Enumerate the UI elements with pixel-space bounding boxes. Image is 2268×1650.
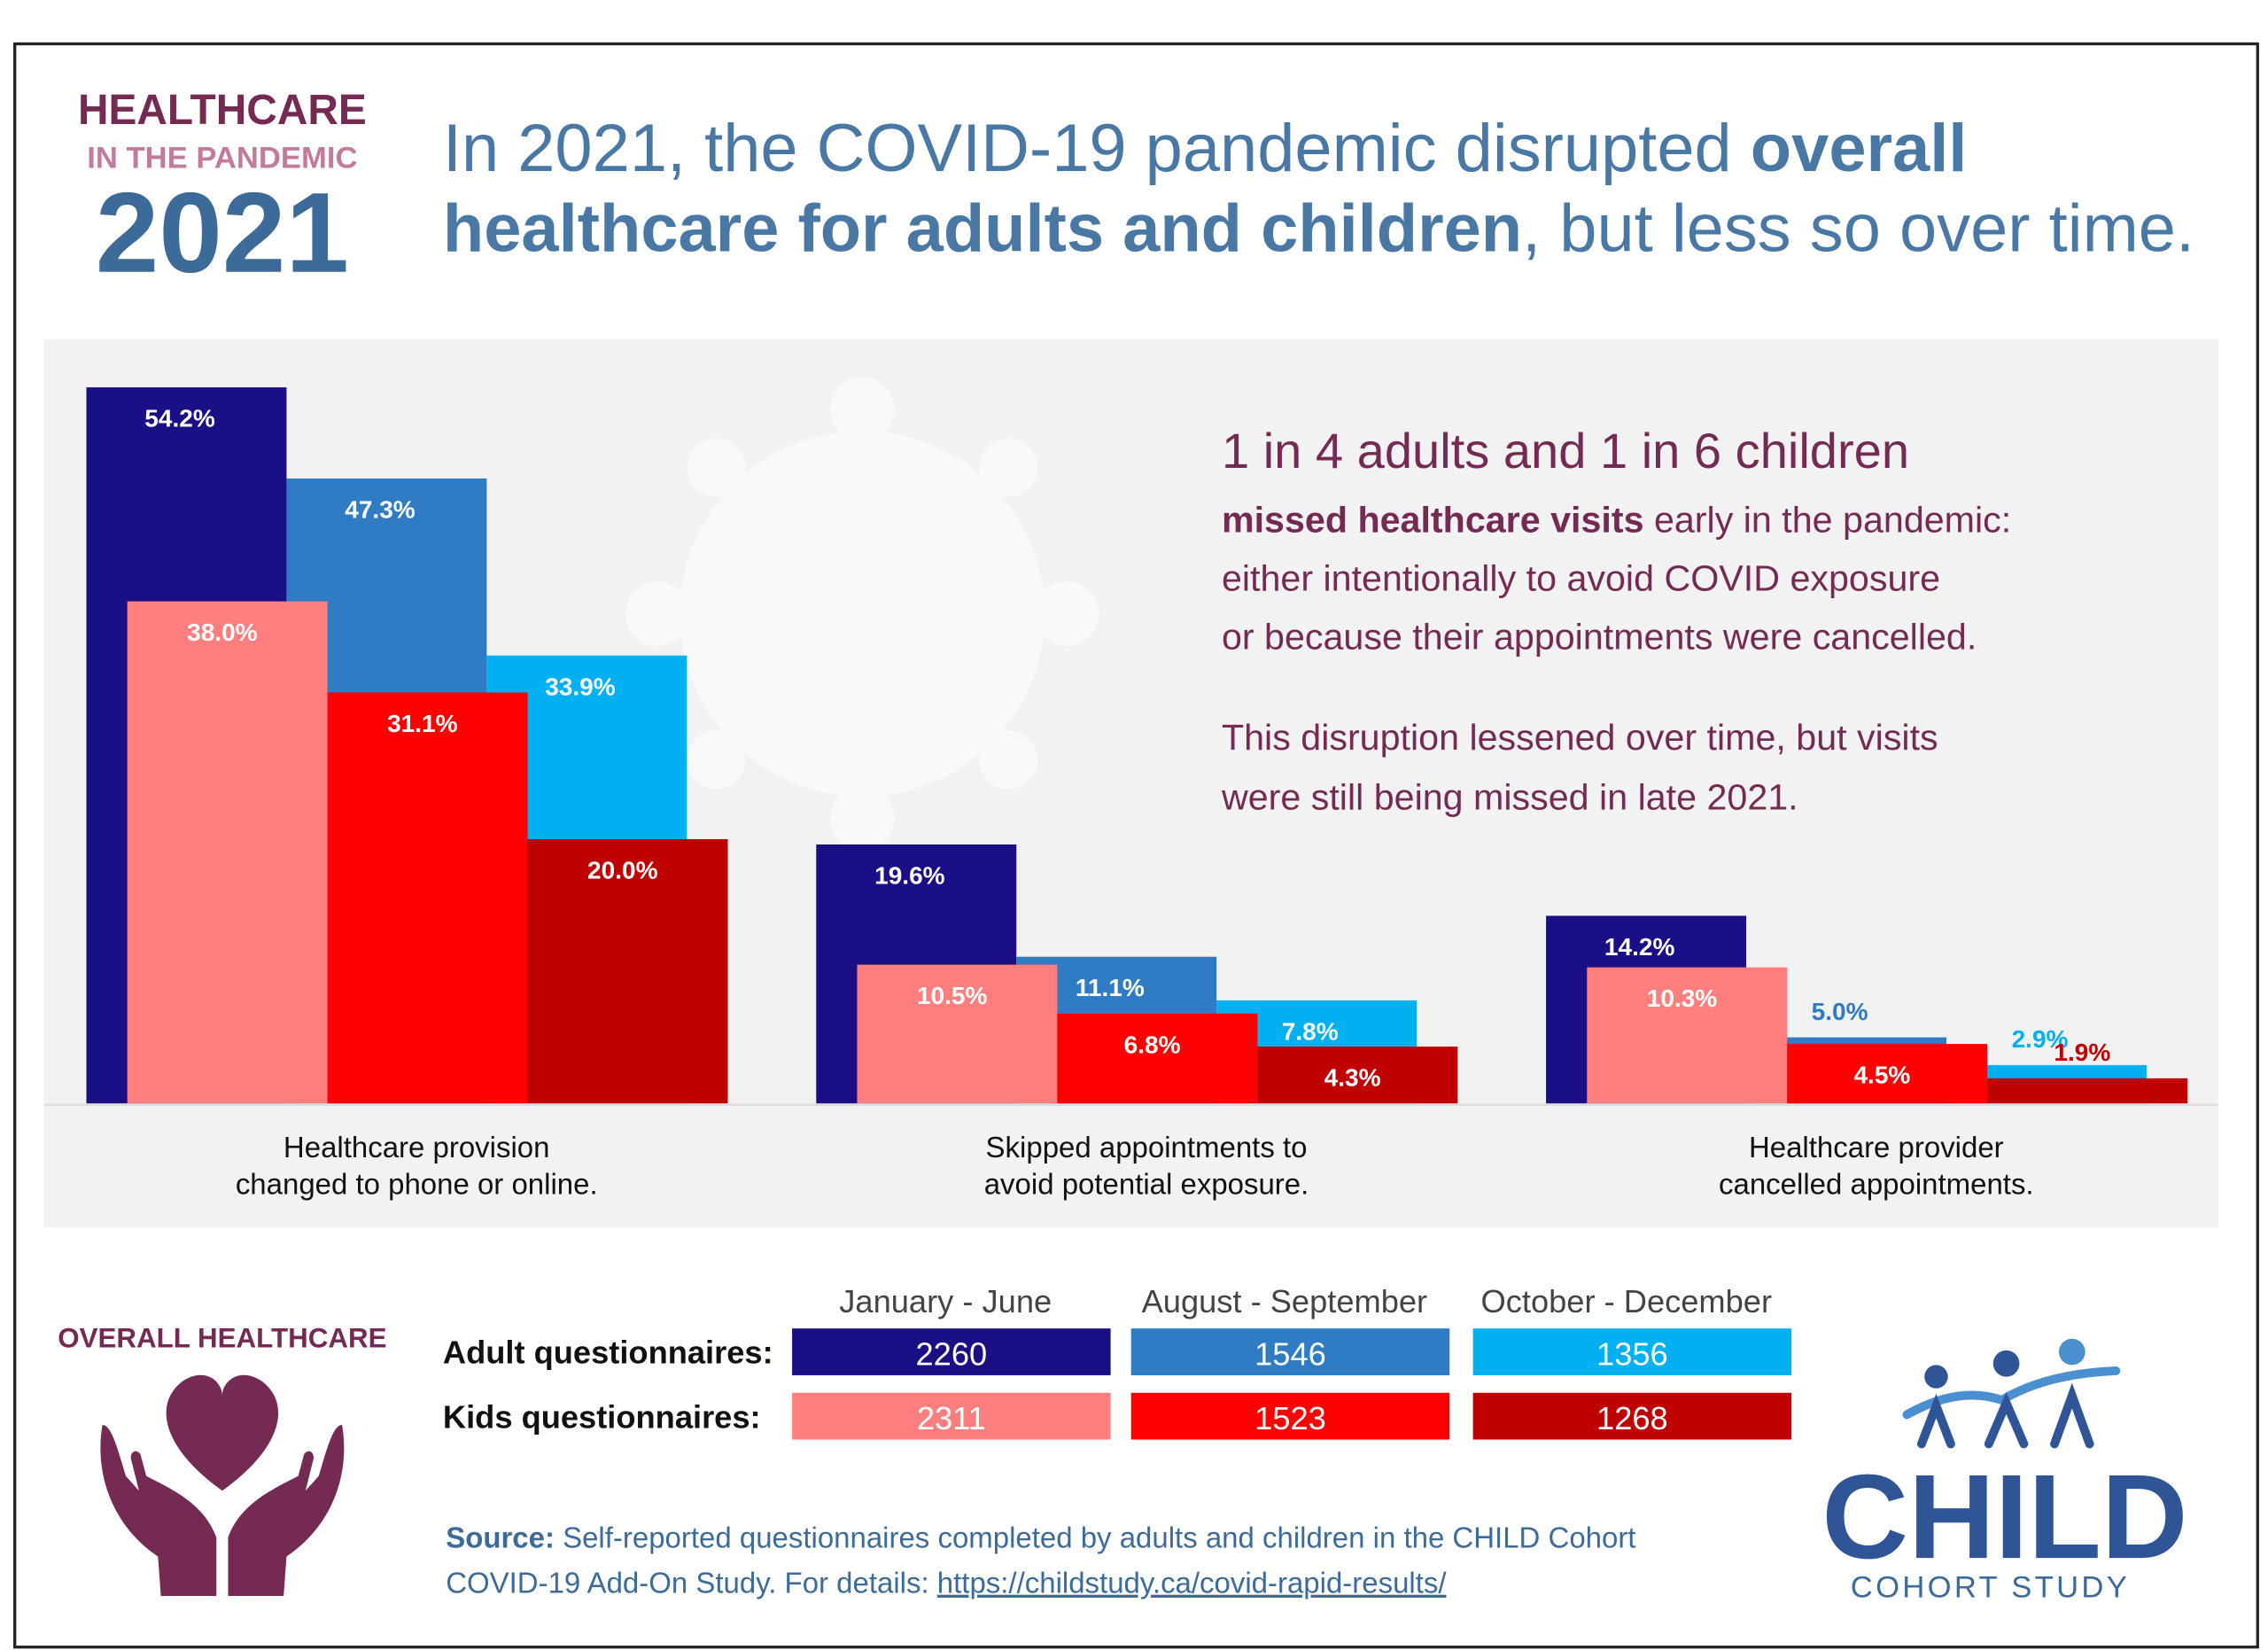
value-label: 31.1%	[387, 710, 458, 737]
value-label: 20.0%	[587, 857, 658, 884]
value-label: 10.5%	[917, 982, 988, 1009]
source-line: Source: Self-reported questionnaires com…	[446, 1522, 1635, 1554]
table-value: 1356	[1596, 1335, 1668, 1372]
virus-watermark	[625, 377, 1099, 851]
value-label: 4.5%	[1853, 1062, 1910, 1089]
text-segment: This disruption lessened over time, but …	[1222, 717, 1938, 758]
value-label: 11.1%	[1076, 974, 1145, 1001]
category-label: avoid potential exposure.	[984, 1167, 1309, 1200]
value-label: 10.3%	[1647, 985, 1718, 1012]
bar	[327, 692, 528, 1104]
callout-title: 1 in 4 adults and 1 in 6 children	[1222, 423, 1909, 479]
table-value: 2311	[917, 1400, 986, 1436]
callout-line: missed healthcare visits early in the pa…	[1222, 499, 2011, 540]
row-label: Adult questionnaires:	[443, 1335, 773, 1371]
logo-subtitle: COHORT STUDY	[1851, 1571, 2130, 1605]
logo-name: CHILD	[1821, 1450, 2187, 1584]
year: 2021	[96, 170, 349, 297]
table-cell	[1472, 1392, 1792, 1440]
text-segment: were still being missed in late 2021.	[1221, 777, 1798, 818]
value-label: 33.9%	[545, 673, 616, 700]
text-segment: Source:	[446, 1522, 555, 1554]
column-header: August - September	[1142, 1283, 1428, 1319]
headline-line: healthcare for adults and children, but …	[443, 191, 2194, 267]
bar	[1787, 1044, 1988, 1104]
category-label: changed to phone or online.	[236, 1167, 598, 1200]
table-value: 1546	[1254, 1335, 1326, 1372]
value-label: 1.9%	[2054, 1039, 2110, 1066]
value-label: 47.3%	[345, 496, 416, 524]
value-label: 7.8%	[1282, 1017, 1339, 1045]
table-cell	[1130, 1328, 1450, 1375]
callout-line: This disruption lessened over time, but …	[1222, 717, 1938, 758]
callout-line: either intentionally to avoid COVID expo…	[1222, 557, 1940, 598]
category-label: Healthcare provision	[284, 1131, 550, 1164]
table-value: 1268	[1596, 1400, 1668, 1436]
text-segment: either intentionally to avoid COVID expo…	[1222, 557, 1940, 598]
headline-line: In 2021, the COVID-19 pandemic disrupted…	[443, 111, 1967, 186]
text-segment: Self-reported questionnaires completed b…	[555, 1522, 1636, 1554]
table-cell	[792, 1392, 1111, 1440]
text-segment: In 2021, the COVID-19 pandemic disrupted	[443, 111, 1751, 186]
value-label: 4.3%	[1324, 1064, 1381, 1092]
column-header: October - December	[1481, 1283, 1773, 1319]
callout-line: were still being missed in late 2021.	[1221, 777, 1798, 818]
value-label: 6.8%	[1124, 1031, 1181, 1058]
bar	[1057, 1013, 1258, 1104]
text-segment: early in the pandemic:	[1644, 499, 2012, 540]
table-cell	[1130, 1392, 1450, 1440]
value-label: 38.0%	[187, 619, 258, 646]
category-label: Healthcare provider	[1749, 1131, 2004, 1164]
bar	[127, 601, 328, 1104]
category-label: cancelled appointments.	[1719, 1167, 2034, 1200]
text-segment: or because their appointments were cance…	[1222, 616, 1977, 657]
table-cell	[1472, 1328, 1792, 1375]
text-segment: healthcare for adults and children	[443, 191, 1522, 267]
bar	[1257, 1047, 1458, 1104]
text-segment: missed healthcare visits	[1222, 499, 1644, 540]
link[interactable]: https://childstudy.ca/covid-rapid-result…	[937, 1567, 1448, 1599]
category-label: Skipped appointments to	[986, 1131, 1308, 1164]
callout-line: or because their appointments were cance…	[1222, 616, 1977, 657]
source-line: COVID-19 Add-On Study. For details: http…	[446, 1567, 1447, 1599]
value-label: 19.6%	[874, 861, 945, 889]
value-label: 2.9%	[2012, 1025, 2069, 1053]
row-label: Kids questionnaires:	[443, 1398, 761, 1435]
text-segment: COVID-19 Add-On Study. For details:	[446, 1567, 937, 1599]
table-value: 2260	[916, 1335, 988, 1372]
column-header: January - June	[839, 1283, 1052, 1319]
table-cell	[792, 1328, 1111, 1375]
bar	[1587, 967, 1788, 1104]
bar	[527, 838, 728, 1104]
logo-figures	[1902, 1338, 2121, 1449]
text-segment: overall	[1751, 111, 1968, 186]
bar	[1987, 1078, 2188, 1104]
value-label: 5.0%	[1812, 998, 1868, 1025]
heart-hands-icon	[100, 1374, 345, 1596]
value-label: 14.2%	[1604, 933, 1675, 961]
overall-label: OVERALL HEALTHCARE	[58, 1323, 386, 1354]
bar	[857, 964, 1058, 1104]
value-label: 54.2%	[144, 405, 215, 432]
subkicker: IN THE PANDEMIC	[87, 142, 357, 175]
kicker: HEALTHCARE	[78, 87, 367, 134]
text-segment: , but less so over time.	[1522, 191, 2194, 267]
table-value: 1523	[1254, 1400, 1326, 1436]
